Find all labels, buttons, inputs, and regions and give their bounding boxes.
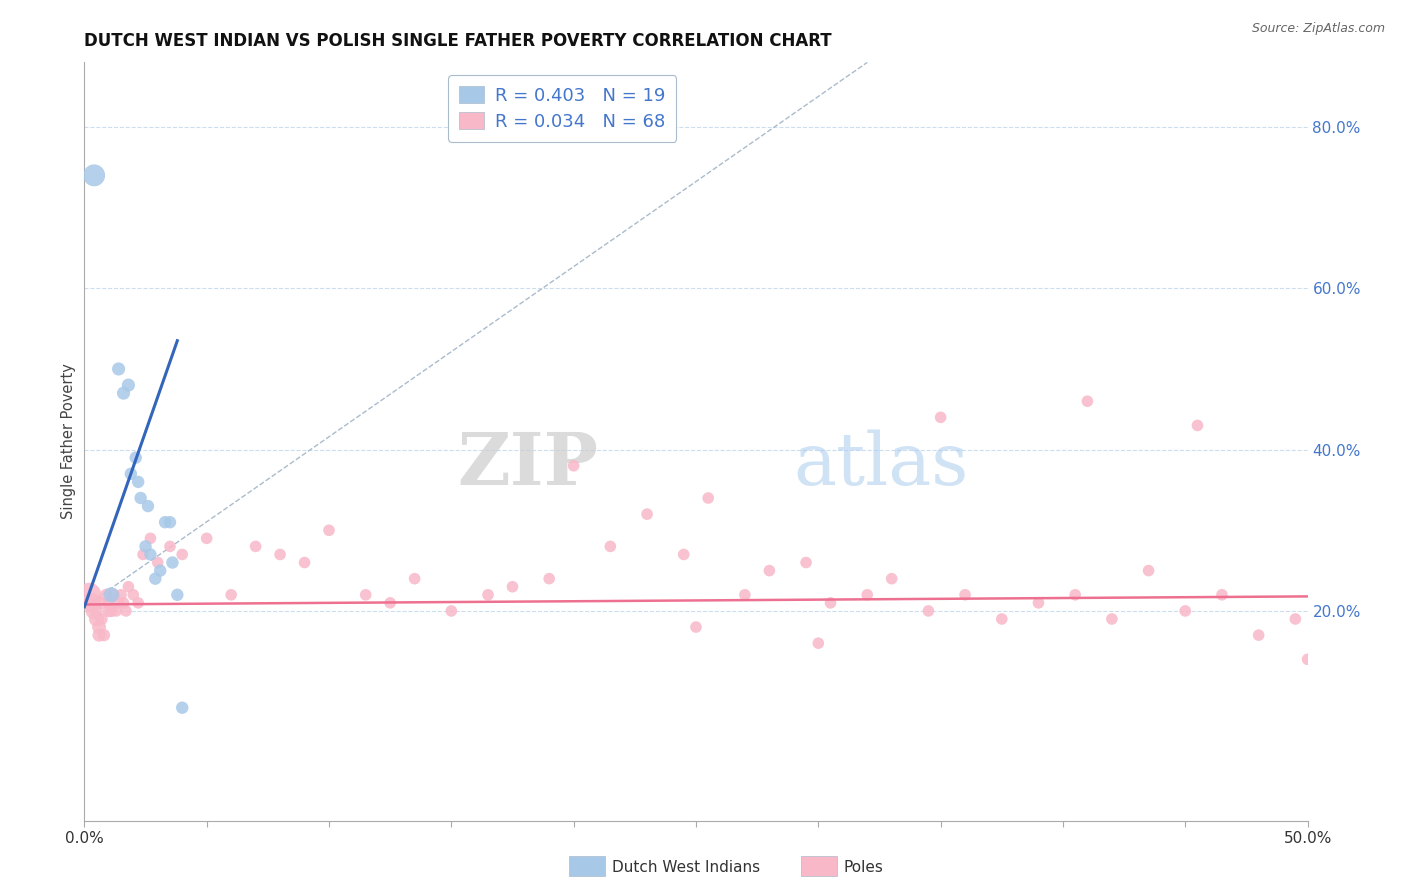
Point [97,604,120,618]
Point [1028,596,1050,610]
Point [269,548,291,562]
FancyBboxPatch shape [801,856,837,876]
Point [1076,394,1098,409]
Point [440,604,463,618]
Point [166,588,188,602]
Point [97,596,120,610]
Point [856,588,879,602]
Point [1211,588,1233,602]
Point [77,588,100,602]
Point [672,548,695,562]
Point [380,596,402,610]
Point [149,564,172,578]
Point [139,532,162,546]
Point [139,548,162,562]
Point [195,532,218,546]
Point [105,604,128,618]
Point [502,580,524,594]
Point [953,588,976,602]
Point [87,620,110,634]
Point [538,572,561,586]
Point [96,588,118,602]
Text: atlas: atlas [794,429,969,500]
Point [129,491,152,505]
Point [83,169,105,183]
Text: Dutch West Indians: Dutch West Indians [612,860,759,874]
Point [146,556,169,570]
Point [125,450,148,465]
Point [122,588,145,602]
Point [917,604,939,618]
Point [172,700,194,714]
Legend: R = 0.403   N = 19, R = 0.034   N = 68: R = 0.403 N = 19, R = 0.034 N = 68 [449,75,676,142]
Point [100,588,122,602]
Point [162,556,184,570]
Point [103,588,125,602]
Point [80,596,103,610]
Point [1137,564,1160,578]
Point [159,515,181,529]
Text: Source: ZipAtlas.com: Source: ZipAtlas.com [1251,22,1385,36]
Point [354,588,377,602]
Point [112,386,135,401]
Point [477,588,499,602]
Point [93,628,115,642]
Point [87,628,110,642]
Point [132,548,155,562]
Point [685,620,707,634]
Point [100,604,122,618]
Point [127,475,149,489]
Point [90,612,112,626]
Point [404,572,426,586]
Y-axis label: Single Father Poverty: Single Father Poverty [60,364,76,519]
Point [110,588,132,602]
Point [107,596,129,610]
Point [83,604,105,618]
Point [172,548,194,562]
Point [880,572,903,586]
Point [115,604,138,618]
Text: ZIP: ZIP [457,429,598,500]
Point [1247,628,1270,642]
Point [794,556,817,570]
Point [820,596,842,610]
Point [294,556,316,570]
Point [1174,604,1197,618]
Point [107,362,129,376]
Point [135,540,157,554]
Point [697,491,720,505]
Point [1296,652,1319,666]
Point [117,378,139,392]
Point [734,588,756,602]
Point [758,564,780,578]
Point [318,523,340,537]
Point [562,458,585,473]
Point [219,588,242,602]
Point [636,507,658,521]
Text: Poles: Poles [844,860,883,874]
Text: DUTCH WEST INDIAN VS POLISH SINGLE FATHER POVERTY CORRELATION CHART: DUTCH WEST INDIAN VS POLISH SINGLE FATHE… [84,32,832,50]
Point [117,580,139,594]
Point [112,596,135,610]
Point [120,467,142,481]
Point [991,612,1014,626]
Point [807,636,830,650]
Point [1187,418,1209,433]
Point [136,499,159,513]
Point [159,540,181,554]
Point [86,612,108,626]
FancyBboxPatch shape [569,856,605,876]
Point [245,540,267,554]
Point [143,572,166,586]
Point [599,540,621,554]
Point [1101,612,1123,626]
Point [929,410,952,425]
Point [1064,588,1087,602]
Point [127,596,149,610]
Point [1284,612,1306,626]
Point [153,515,176,529]
Point [90,596,112,610]
